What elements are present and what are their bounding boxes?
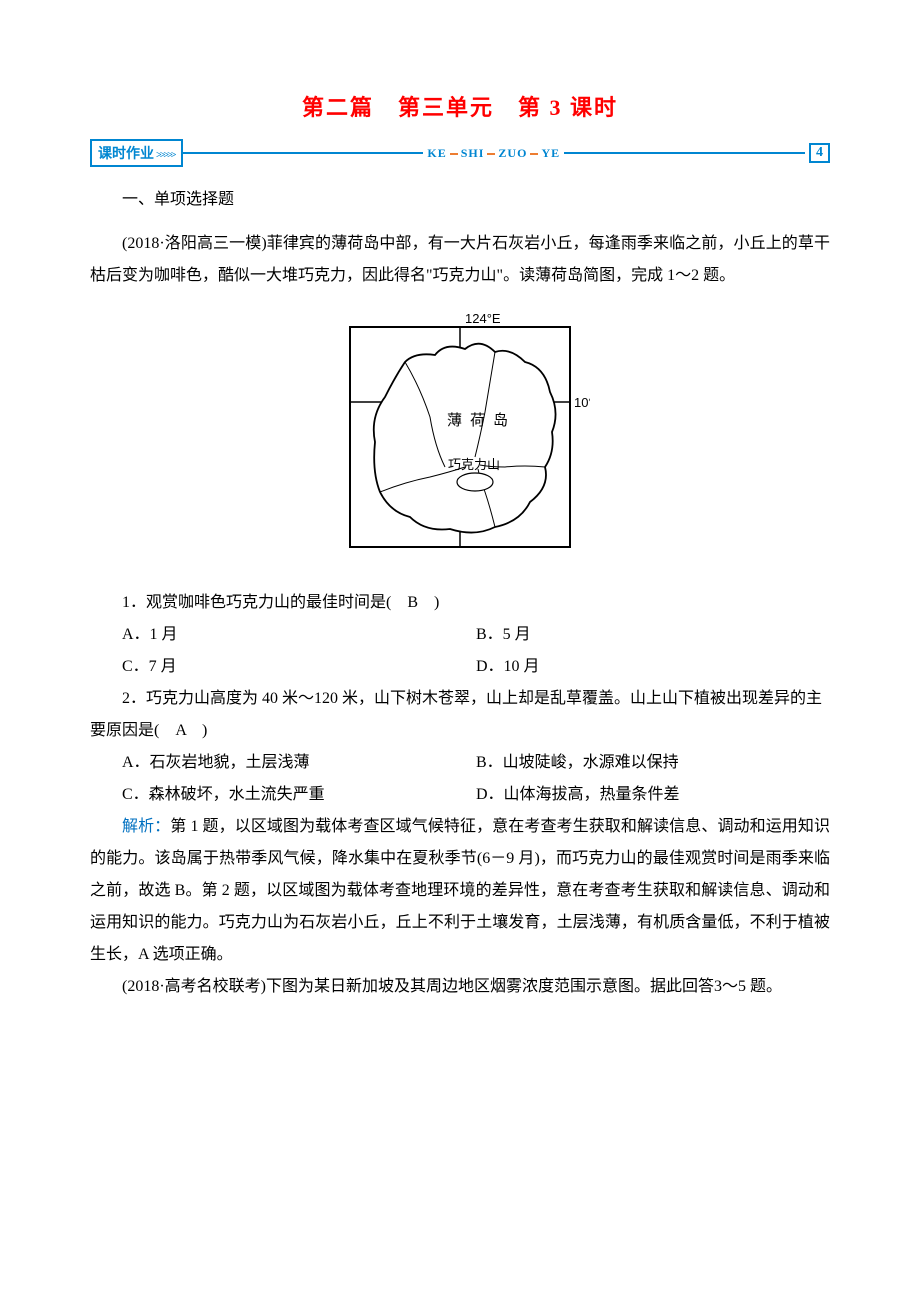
- intro-paragraph-1: (2018·洛阳高三一模)菲律宾的薄荷岛中部，有一大片石灰岩小丘，每逢雨季来临之…: [90, 228, 830, 292]
- q1-options-row1: A．1 月 B．5 月: [90, 619, 830, 651]
- explanation-text: 第 1 题，以区域图为载体考查区域气候特征，意在考查考生获取和解读信息、调动和运…: [90, 818, 830, 963]
- q1-option-b: B．5 月: [476, 619, 830, 651]
- explanation-block: 解析：第 1 题，以区域图为载体考查区域气候特征，意在考查考生获取和解读信息、调…: [90, 811, 830, 971]
- q1-answer: B: [407, 594, 418, 611]
- island-char-3: 岛: [493, 412, 508, 429]
- banner-ye: YE: [541, 146, 560, 160]
- q2-option-d: D．山体海拔高，热量条件差: [476, 779, 830, 811]
- q1-option-c: C．7 月: [122, 651, 476, 683]
- q1-option-a: A．1 月: [122, 619, 476, 651]
- dash-icon: [450, 153, 458, 155]
- lesson-banner: 课时作业>>>>> KE SHI ZUO YE 4: [90, 142, 830, 164]
- mountain-label: 巧克力山: [448, 457, 500, 472]
- q2-option-a: A．石灰岩地貌，土层浅薄: [122, 747, 476, 779]
- banner-center: KE SHI ZUO YE: [423, 146, 564, 161]
- intro-paragraph-2: (2018·高考名校联考)下图为某日新加坡及其周边地区烟雾浓度范围示意图。据此回…: [90, 971, 830, 1003]
- banner-left-label: 课时作业>>>>>: [90, 139, 183, 167]
- explanation-label: 解析：: [122, 818, 170, 835]
- q2-options-row1: A．石灰岩地貌，土层浅薄 B．山坡陡峻，水源难以保持: [90, 747, 830, 779]
- banner-ke: KE: [427, 146, 446, 160]
- lon-label: 124°E: [465, 311, 501, 326]
- island-outline: [374, 344, 556, 533]
- banner-line-left: [183, 152, 424, 154]
- island-char-1: 薄: [447, 412, 462, 429]
- dash-icon: [487, 153, 495, 155]
- section-heading: 一、单项选择题: [90, 184, 830, 216]
- bohol-island-map: 124°E 10°N 薄 荷 岛 巧克力山: [330, 307, 590, 567]
- page-title: 第二篇 第三单元 第 3 课时: [90, 90, 830, 122]
- chocolate-hills-marker: [457, 473, 493, 491]
- q1-option-d: D．10 月: [476, 651, 830, 683]
- q1-close: ): [418, 594, 439, 611]
- banner-number: 4: [809, 143, 830, 163]
- chevron-icon: >>>>>: [156, 150, 175, 161]
- q2-option-b: B．山坡陡峻，水源难以保持: [476, 747, 830, 779]
- banner-zuo: ZUO: [498, 146, 527, 160]
- banner-line-right: [564, 152, 805, 154]
- island-char-2: 荷: [470, 412, 485, 429]
- q2-options-row2: C．森林破坏，水土流失严重 D．山体海拔高，热量条件差: [90, 779, 830, 811]
- q1-text: 1．观赏咖啡色巧克力山的最佳时间是(: [122, 594, 407, 611]
- banner-shi: SHI: [461, 146, 485, 160]
- q2-close: ): [186, 722, 207, 739]
- map-figure: 124°E 10°N 薄 荷 岛 巧克力山: [90, 307, 830, 572]
- question-2: 2．巧克力山高度为 40 米～120 米，山下树木苍翠，山上却是乱草覆盖。山上山…: [90, 683, 830, 747]
- q2-answer: A: [175, 722, 186, 739]
- q2-option-c: C．森林破坏，水土流失严重: [122, 779, 476, 811]
- banner-left-text: 课时作业: [98, 147, 154, 162]
- question-1: 1．观赏咖啡色巧克力山的最佳时间是( B ): [90, 587, 830, 619]
- dash-icon: [530, 153, 538, 155]
- q1-options-row2: C．7 月 D．10 月: [90, 651, 830, 683]
- lat-label: 10°N: [574, 395, 590, 410]
